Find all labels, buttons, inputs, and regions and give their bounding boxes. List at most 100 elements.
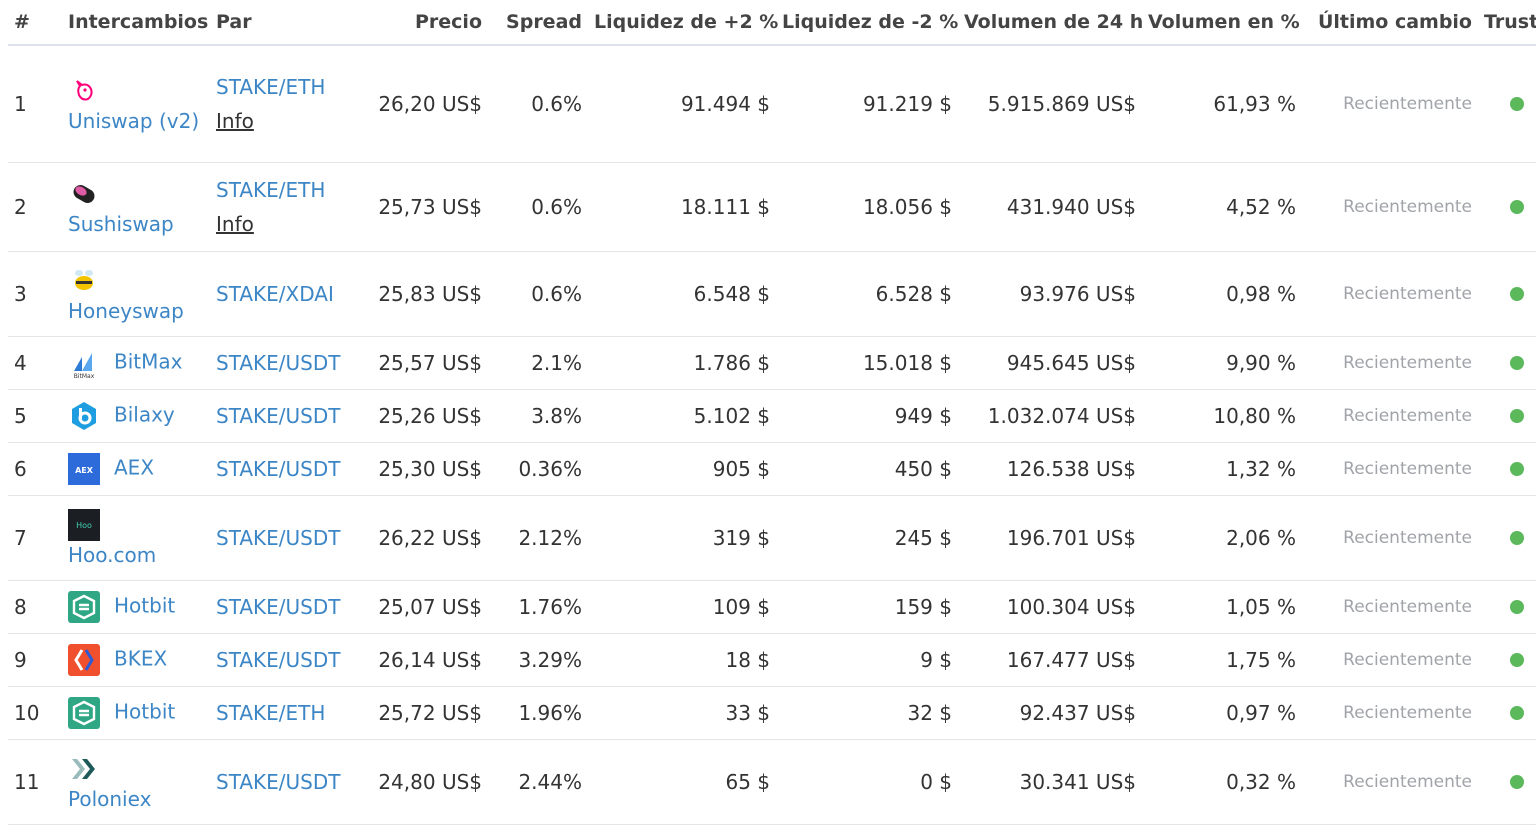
- header-last-change[interactable]: Último cambio: [1302, 0, 1478, 46]
- liquidity-minus-cell: 949 $: [776, 389, 958, 443]
- exchange-name-link[interactable]: Hotbit: [114, 699, 176, 723]
- header-liquidity-minus[interactable]: Liquidez de -2 %: [776, 0, 958, 46]
- last-change-cell: Recientemente: [1302, 442, 1478, 496]
- spread-cell: 0.6%: [488, 45, 588, 163]
- exchange-name-link[interactable]: Uniswap (v2): [68, 108, 200, 133]
- exchange-name-link[interactable]: Bilaxy: [114, 402, 175, 426]
- rank-cell: 9: [8, 633, 62, 687]
- trust-score-dot-icon: [1510, 286, 1524, 301]
- liquidity-minus-cell: 450 $: [776, 442, 958, 496]
- pair-link[interactable]: STAKE/XDAI: [216, 281, 334, 306]
- exchange-cell: Bilaxy: [62, 389, 210, 443]
- exchange-cell: Hoo Hoo.com: [62, 495, 210, 581]
- exchange-cell: Honeyswap: [62, 251, 210, 337]
- volume-percent-cell: 1,32 %: [1142, 442, 1302, 496]
- trust-cell: [1478, 162, 1536, 252]
- header-volume-percent[interactable]: Volumen en %: [1142, 0, 1302, 46]
- liquidity-plus-cell: 905 $: [588, 442, 776, 496]
- pair-link[interactable]: STAKE/ETH: [216, 177, 326, 202]
- pair-cell: STAKE/USDT: [210, 739, 340, 825]
- poloniex-icon: [68, 753, 100, 785]
- volume-percent-cell: 0,98 %: [1142, 251, 1302, 337]
- spread-cell: 0.36%: [488, 442, 588, 496]
- exchange-cell: Uniswap (v2): [62, 45, 210, 163]
- table-header-row: # Intercambios Par Precio Spread Liquide…: [8, 0, 1536, 46]
- header-spread[interactable]: Spread: [488, 0, 588, 46]
- volume-percent-cell: 4,52 %: [1142, 162, 1302, 252]
- table-row: 3 Honeyswap STAKE/XDAI 25,83 US$ 0.6% 6.…: [8, 251, 1536, 337]
- info-link[interactable]: Info: [216, 108, 254, 133]
- price-cell: 26,22 US$: [334, 495, 488, 581]
- last-change-cell: Recientemente: [1302, 580, 1478, 634]
- spread-cell: 0.6%: [488, 162, 588, 252]
- pair-link[interactable]: STAKE/USDT: [216, 594, 341, 619]
- header-price[interactable]: Precio: [334, 0, 488, 46]
- rank-cell: 11: [8, 739, 62, 825]
- rank-cell: 4: [8, 336, 62, 390]
- table-row: 2 Sushiswap STAKE/ETH Info 25,73 US$ 0.6%…: [8, 162, 1536, 252]
- price-cell: 24,80 US$: [334, 739, 488, 825]
- spread-cell: 2.12%: [488, 495, 588, 581]
- volume-cell: 30.341 US$: [958, 739, 1142, 825]
- pair-cell: STAKE/ETH: [210, 686, 334, 740]
- last-change-cell: Recientemente: [1302, 251, 1478, 337]
- header-volume[interactable]: Volumen de 24 h: [958, 0, 1143, 46]
- price-cell: 26,14 US$: [334, 633, 488, 687]
- volume-cell: 167.477 US$: [958, 633, 1142, 687]
- exchange-name-link[interactable]: Hoo.com: [68, 542, 157, 567]
- exchange-name-link[interactable]: BitMax: [114, 349, 183, 373]
- liquidity-minus-cell: 245 $: [776, 495, 958, 581]
- volume-percent-cell: 0,97 %: [1142, 686, 1302, 740]
- header-exchange[interactable]: Intercambios: [62, 0, 210, 46]
- pair-cell: STAKE/ETH Info: [210, 45, 334, 163]
- exchange-name-link[interactable]: Poloniex: [68, 786, 152, 811]
- header-liquidity-plus[interactable]: Liquidez de +2 %: [588, 0, 778, 46]
- spread-cell: 1.76%: [488, 580, 588, 634]
- pair-link[interactable]: STAKE/USDT: [216, 350, 341, 375]
- exchange-name-link[interactable]: Hotbit: [114, 593, 176, 617]
- volume-cell: 93.976 US$: [958, 251, 1142, 337]
- header-pair[interactable]: Par: [210, 0, 334, 46]
- pair-link[interactable]: STAKE/ETH: [216, 700, 326, 725]
- exchange-cell: Hotbit: [62, 580, 210, 634]
- trust-score-dot-icon: [1510, 355, 1524, 370]
- exchange-name-link[interactable]: Honeyswap: [68, 298, 184, 323]
- pair-link[interactable]: STAKE/USDT: [216, 769, 341, 794]
- exchange-cell: Hotbit: [62, 686, 210, 740]
- trust-score-dot-icon: [1510, 199, 1524, 214]
- liquidity-minus-cell: 91.219 $: [776, 45, 958, 163]
- liquidity-plus-cell: 18.111 $: [588, 162, 776, 252]
- volume-percent-cell: 2,06 %: [1142, 495, 1302, 581]
- pair-link[interactable]: STAKE/USDT: [216, 456, 341, 481]
- price-cell: 26,20 US$: [334, 45, 488, 163]
- exchange-name-link[interactable]: Sushiswap: [68, 211, 174, 236]
- liquidity-minus-cell: 9 $: [776, 633, 958, 687]
- price-cell: 25,30 US$: [334, 442, 488, 496]
- hotbit-icon: [68, 590, 100, 623]
- pair-link[interactable]: STAKE/ETH: [216, 74, 326, 99]
- header-trust[interactable]: Trust: [1478, 0, 1536, 46]
- trust-cell: [1478, 686, 1536, 740]
- exchange-cell: BitMax BitMax: [62, 336, 210, 390]
- last-change-cell: Recientemente: [1302, 389, 1478, 443]
- volume-percent-cell: 1,05 %: [1142, 580, 1302, 634]
- pair-link[interactable]: STAKE/USDT: [216, 403, 341, 428]
- pair-link[interactable]: STAKE/USDT: [216, 525, 341, 550]
- liquidity-plus-cell: 91.494 $: [588, 45, 776, 163]
- pair-cell: STAKE/XDAI: [210, 251, 334, 337]
- volume-percent-cell: 61,93 %: [1142, 45, 1302, 163]
- trust-cell: [1478, 442, 1536, 496]
- exchange-name-link[interactable]: BKEX: [114, 646, 168, 670]
- info-link[interactable]: Info: [216, 211, 254, 236]
- header-rank[interactable]: #: [8, 0, 62, 46]
- volume-cell: 126.538 US$: [958, 442, 1142, 496]
- last-change-cell: Recientemente: [1302, 739, 1478, 825]
- trust-cell: [1478, 633, 1536, 687]
- rank-cell: 10: [8, 686, 62, 740]
- liquidity-plus-cell: 1.786 $: [588, 336, 776, 390]
- rank-cell: 2: [8, 162, 62, 252]
- pair-link[interactable]: STAKE/USDT: [216, 647, 341, 672]
- exchange-name-link[interactable]: AEX: [114, 455, 155, 479]
- bilaxy-icon: [68, 400, 100, 432]
- pair-cell: STAKE/USDT: [210, 633, 340, 687]
